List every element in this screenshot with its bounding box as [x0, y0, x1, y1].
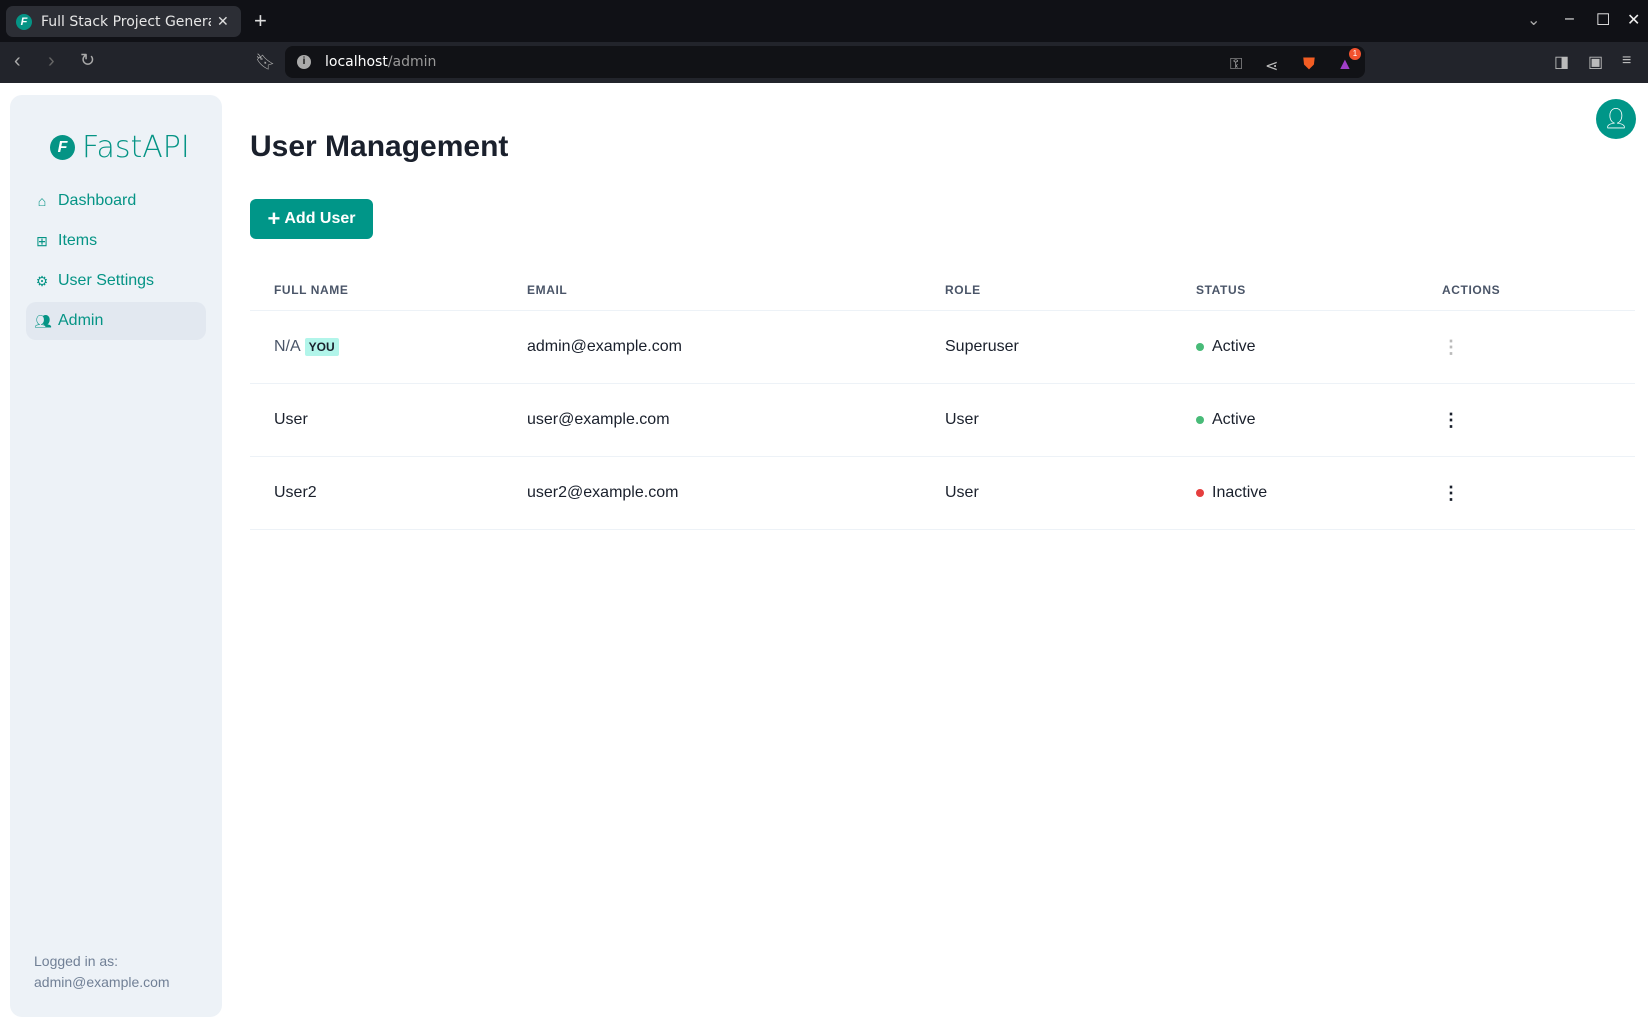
new-tab-icon[interactable]: +: [254, 8, 267, 33]
table-header: FULL NAME EMAIL ROLE STATUS ACTIONS: [250, 270, 1635, 311]
add-user-label: Add User: [284, 210, 356, 227]
full-name: N/A: [274, 338, 301, 355]
brave-rewards-icon[interactable]: ▲: [1337, 56, 1353, 73]
col-email: EMAIL: [527, 283, 568, 297]
sidebar-item-user-settings[interactable]: ⚙ User Settings: [26, 262, 206, 300]
notification-badge: 1: [1349, 48, 1361, 60]
wallet-icon[interactable]: ▣: [1588, 54, 1604, 71]
fastapi-favicon-icon: F: [16, 13, 32, 30]
col-status: STATUS: [1196, 283, 1246, 297]
site-info-icon[interactable]: i: [297, 55, 311, 69]
actions-cell: ⋮: [1442, 311, 1460, 383]
browser-tab[interactable]: F Full Stack Project Genera ✕: [6, 6, 241, 37]
logged-in-info: Logged in as: admin@example.com: [34, 951, 170, 993]
actions-menu-icon[interactable]: ⋮: [1442, 409, 1460, 430]
sidebar-item-items[interactable]: ⊞ Items: [26, 222, 206, 260]
col-full-name: FULL NAME: [274, 283, 349, 297]
email-cell: admin@example.com: [527, 338, 682, 355]
minimize-icon[interactable]: –: [1565, 10, 1574, 27]
sidebar-item-label: Items: [58, 232, 98, 249]
status-cell: Active: [1196, 384, 1256, 456]
add-user-button[interactable]: + Add User: [250, 199, 373, 239]
share-icon[interactable]: ⋖: [1265, 58, 1279, 75]
tab-list-chevron-icon[interactable]: ⌄: [1527, 12, 1541, 29]
email-cell: user2@example.com: [527, 484, 679, 501]
users-icon: 👥︎: [34, 312, 52, 329]
you-badge: YOU: [304, 338, 339, 356]
back-icon[interactable]: ‹: [14, 50, 21, 72]
full-name-cell: N/A YOU: [274, 311, 339, 383]
actions-cell: ⋮: [1442, 457, 1460, 529]
close-window-icon[interactable]: ✕: [1627, 12, 1641, 29]
tab-title: Full Stack Project Genera: [41, 13, 211, 30]
browser-toolbar: ‹ › ↻ 🔖︎ i localhost/admin ⚿ ⋖ ⛊ ▲ 1 ◨ ▣…: [0, 42, 1648, 83]
email-cell: user@example.com: [527, 411, 670, 428]
active-dot-icon: [1196, 343, 1204, 351]
status-cell: Inactive: [1196, 457, 1267, 529]
bookmark-icon[interactable]: 🔖︎: [255, 54, 276, 71]
sidebar: F FastAPI ⌂ Dashboard ⊞ Items ⚙ User Settin…: [10, 95, 222, 1017]
role-cell: User: [945, 411, 979, 428]
users-table: FULL NAME EMAIL ROLE STATUS ACTIONS N/A Y…: [250, 270, 1635, 530]
url-host: localhost: [325, 54, 388, 70]
full-name-cell: User2: [274, 484, 317, 501]
col-actions: ACTIONS: [1442, 283, 1501, 297]
menu-icon[interactable]: ≡: [1622, 52, 1632, 69]
url-path: /admin: [387, 54, 437, 70]
fastapi-logo[interactable]: F FastAPI: [50, 130, 190, 165]
fastapi-logo-icon: F: [50, 135, 75, 160]
close-tab-icon[interactable]: ✕: [217, 13, 229, 29]
active-dot-icon: [1196, 416, 1204, 424]
sidebar-item-label: User Settings: [58, 272, 155, 289]
sidebar-toggle-icon[interactable]: ◨: [1554, 54, 1570, 71]
table-row: User2 user2@example.com User Inactive ⋮: [250, 457, 1635, 530]
actions-cell: ⋮: [1442, 384, 1460, 456]
logged-in-email: admin@example.com: [34, 974, 170, 990]
status-text: Active: [1212, 411, 1256, 428]
sidebar-item-dashboard[interactable]: ⌂ Dashboard: [26, 182, 206, 220]
address-bar[interactable]: i localhost/admin ⚿ ⋖ ⛊ ▲ 1: [285, 46, 1365, 78]
logo-text: FastAPI: [82, 130, 190, 165]
status-text: Inactive: [1212, 484, 1268, 501]
briefcase-icon: ⊞: [36, 232, 48, 249]
status-cell: Active: [1196, 311, 1256, 383]
reload-icon[interactable]: ↻: [80, 50, 96, 70]
inactive-dot-icon: [1196, 489, 1204, 497]
maximize-icon[interactable]: ☐: [1596, 12, 1611, 29]
user-menu-avatar[interactable]: 👤︎: [1596, 99, 1636, 139]
page-title: User Management: [250, 130, 509, 163]
sidebar-item-label: Admin: [58, 312, 104, 329]
table-row: N/A YOU admin@example.com Superuser Activ…: [250, 311, 1635, 384]
col-role: ROLE: [945, 283, 981, 297]
brave-shield-icon[interactable]: ⛊: [1303, 56, 1316, 73]
sidebar-item-label: Dashboard: [58, 192, 137, 209]
full-name-cell: User: [274, 411, 308, 428]
role-cell: Superuser: [945, 338, 1019, 355]
actions-menu-icon[interactable]: ⋮: [1442, 482, 1460, 503]
forward-icon[interactable]: ›: [48, 50, 55, 72]
user-icon: 👤︎: [1603, 108, 1629, 130]
gear-icon: ⚙: [35, 272, 49, 289]
key-icon[interactable]: ⚿: [1230, 56, 1243, 73]
table-row: User user@example.com User Active ⋮: [250, 384, 1635, 457]
actions-menu-icon[interactable]: ⋮: [1442, 336, 1460, 357]
home-icon: ⌂: [37, 193, 47, 209]
sidebar-item-admin[interactable]: 👥︎ Admin: [26, 302, 206, 340]
browser-tabbar: F Full Stack Project Genera ✕ + ⌄ – ☐ ✕: [0, 0, 1648, 42]
role-cell: User: [945, 484, 979, 501]
logged-in-label: Logged in as:: [34, 953, 119, 969]
status-text: Active: [1212, 338, 1256, 355]
plus-icon: +: [267, 206, 281, 231]
